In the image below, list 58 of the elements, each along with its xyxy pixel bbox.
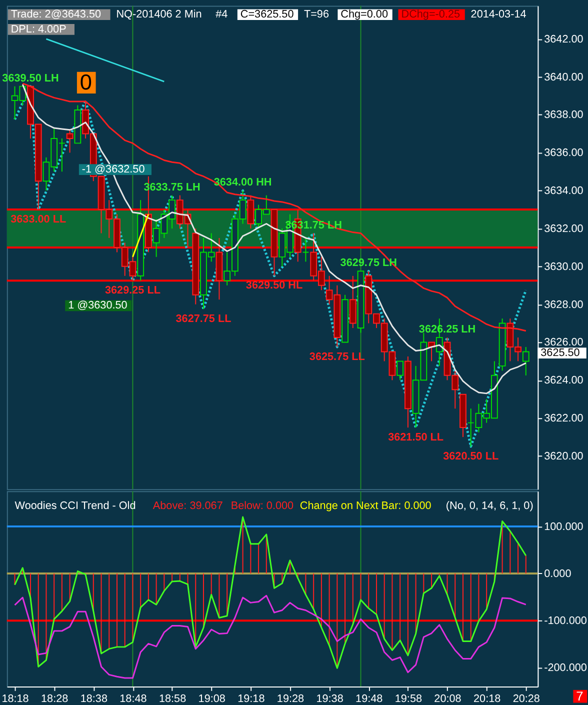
x-tick-label: 20:18 — [473, 692, 501, 705]
annotation: NQ-201406 2 Min — [116, 8, 202, 21]
annotation: 3627.75 LL — [176, 312, 232, 325]
text: 7 — [576, 688, 584, 704]
x-tick-label: 19:08 — [198, 692, 226, 705]
annotation: (No, 0, 14, 6, 1, 0) — [446, 500, 534, 512]
annotation: DChg=-0.25 — [401, 8, 460, 21]
x-tick-label: 18:38 — [80, 692, 108, 705]
x-tick-label: 19:48 — [356, 692, 383, 705]
annotation: 3629.50 HL — [246, 280, 303, 292]
x-tick-label: 18:58 — [158, 692, 186, 705]
y-tick-label: 3624.00 — [544, 374, 584, 387]
y-tick-label: 100.000 — [544, 520, 584, 533]
annotation: 3625.75 LL — [309, 350, 366, 363]
annotation: 3634.00 HH — [214, 176, 272, 189]
x-tick-label: 19:58 — [394, 692, 422, 705]
annotation: #4 — [216, 8, 228, 21]
text: 3625.50 — [540, 346, 580, 359]
annotation: Below: 0.000 — [230, 500, 294, 512]
y-tick-label: 3636.00 — [544, 147, 584, 160]
y-tick-label: 3632.00 — [544, 222, 584, 235]
annotation: 3621.50 LL — [388, 431, 444, 444]
y-tick-label: -100.000 — [544, 615, 587, 628]
x-tick-label: 19:28 — [276, 692, 304, 705]
annotation: Trade: 2@3643.50 — [10, 8, 102, 21]
annotation: T=96 — [304, 8, 329, 21]
x-tick-label: 18:28 — [41, 692, 68, 705]
x-tick-label: 18:48 — [120, 692, 147, 705]
annotation: Above: 39.067 — [152, 500, 223, 512]
y-tick-label: 3628.00 — [544, 298, 584, 311]
y-tick-label: 3634.00 — [544, 185, 584, 198]
annotation: DPL: 4.00P — [10, 23, 66, 36]
annotation: 3620.50 LL — [443, 450, 499, 462]
x-tick-label: 20:28 — [512, 692, 540, 705]
y-tick-label: 3638.00 — [544, 109, 584, 122]
y-tick-label: 3642.00 — [544, 33, 584, 46]
annotation: Woodies CCI Trend - Old — [14, 500, 136, 512]
annotation: 3639.50 LH — [2, 72, 59, 84]
annotation: C=3625.50 — [240, 8, 294, 21]
annotation: Change on Next Bar: 0.000 — [300, 500, 432, 512]
y-tick-label: 3630.00 — [544, 260, 584, 273]
x-tick-label: 18:18 — [2, 692, 29, 705]
x-tick-label: 19:18 — [238, 692, 265, 705]
x-tick-label: 20:08 — [434, 692, 462, 705]
y-tick-label: 3626.00 — [544, 336, 584, 349]
annotation: 3633.00 LL — [10, 213, 66, 226]
y-tick-label: 0.000 — [544, 568, 572, 580]
y-tick-label: 3640.00 — [544, 71, 584, 84]
annotation: 3629.25 LL — [104, 284, 161, 296]
annotation: -1 @3632.50 — [82, 163, 145, 176]
x-tick-label: 19:38 — [316, 692, 344, 705]
y-tick-label: -200.000 — [544, 662, 587, 674]
annotation: Chg=0.00 — [340, 8, 388, 21]
annotation: 2014-03-14 — [470, 8, 526, 21]
y-tick-label: 3620.00 — [544, 450, 584, 462]
y-tick-label: 3622.00 — [544, 412, 584, 425]
annotation: 1 @3630.50 — [68, 300, 128, 312]
annotation: 0 — [80, 70, 92, 95]
